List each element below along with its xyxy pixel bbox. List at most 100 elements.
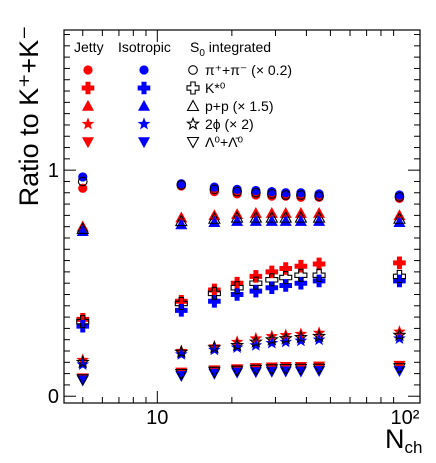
axis-ticks bbox=[64, 30, 420, 403]
point-kstar-jetty bbox=[279, 262, 293, 275]
point-lambda-isotropic bbox=[393, 366, 406, 378]
point-pi-integrated bbox=[280, 190, 291, 200]
point-phi-integrated bbox=[392, 327, 407, 342]
point-pi-integrated bbox=[176, 180, 187, 190]
point-kstar-jetty bbox=[230, 276, 244, 290]
x-tick-label-100: 10² bbox=[391, 407, 420, 429]
legend-header-integrated-suffix: integrated bbox=[205, 39, 271, 55]
point-kstar-isotropic bbox=[393, 274, 406, 288]
legend-label-proton: p+p (× 1.5) bbox=[205, 98, 274, 114]
point-kstar-isotropic bbox=[294, 276, 308, 290]
legend-marker-kstar-integrated bbox=[186, 81, 200, 95]
point-pi-isotropic bbox=[296, 188, 306, 198]
legend-header-integrated-main: S bbox=[190, 39, 199, 55]
legend-header-isotropic: Isotropic bbox=[118, 39, 171, 55]
point-lambda-integrated bbox=[207, 366, 221, 379]
point-phi-isotropic bbox=[208, 343, 221, 356]
data-markers bbox=[75, 172, 407, 387]
point-kstar-integrated bbox=[230, 281, 244, 295]
point-proton-integrated bbox=[393, 212, 406, 224]
point-proton-isotropic bbox=[249, 214, 262, 226]
legend-marker-phi-integrated bbox=[185, 116, 201, 130]
point-pi-integrated bbox=[77, 176, 88, 187]
legend-label-phi: 2ϕ (× 2) bbox=[205, 116, 254, 132]
point-pi-isotropic bbox=[281, 188, 291, 198]
legend-marker-lambda-isotropic bbox=[137, 137, 151, 149]
point-proton-isotropic bbox=[313, 214, 326, 226]
point-kstar-integrated bbox=[392, 269, 407, 283]
point-kstar-jetty bbox=[249, 270, 263, 283]
point-pi-isotropic bbox=[267, 187, 277, 197]
point-pi-integrated bbox=[209, 184, 220, 195]
point-kstar-integrated bbox=[265, 273, 279, 287]
point-phi-integrated bbox=[75, 354, 90, 369]
point-lambda-integrated bbox=[249, 364, 263, 377]
legend-label-lambda: Λ⁰+Λ̄⁰ bbox=[205, 134, 243, 150]
point-lambda-integrated bbox=[265, 364, 279, 376]
point-phi-integrated bbox=[264, 332, 279, 346]
point-pi-isotropic bbox=[251, 185, 261, 196]
legend-marker-lambda-integrated bbox=[186, 136, 200, 149]
x-axis-label: Nch bbox=[385, 424, 422, 457]
point-proton-integrated bbox=[230, 210, 244, 223]
point-kstar-integrated bbox=[312, 268, 326, 282]
legend-marker-proton-integrated bbox=[186, 99, 200, 112]
point-proton-isotropic bbox=[175, 218, 188, 230]
point-lambda-integrated bbox=[312, 363, 326, 376]
y-tick-label-0: 0 bbox=[48, 386, 59, 408]
legend-header-integrated: S0 integrated bbox=[190, 39, 271, 59]
point-proton-integrated bbox=[312, 210, 326, 223]
legend-marker-pi-integrated bbox=[188, 65, 198, 75]
legend-marker-lambda-jetty bbox=[81, 137, 95, 149]
legend: π⁺+π⁻ (× 0.2) K*⁰ p+p (× 1.5) 2ϕ (× 2) Λ⁰+Λ̄… bbox=[81, 62, 292, 150]
legend-marker-kstar-jetty bbox=[81, 81, 95, 95]
point-pi-jetty bbox=[78, 183, 88, 193]
y-tick-label-1: 1 bbox=[48, 160, 59, 182]
legend-label-kstar: K*⁰ bbox=[205, 80, 226, 96]
point-phi-integrated bbox=[278, 331, 293, 345]
point-pi-integrated bbox=[266, 189, 277, 199]
point-phi-isotropic bbox=[230, 340, 244, 354]
legend-marker-phi-isotropic bbox=[137, 117, 151, 130]
legend-marker-pi-isotropic bbox=[139, 65, 149, 75]
point-kstar-isotropic bbox=[208, 294, 221, 308]
legend-header-integrated-sub: 0 bbox=[199, 48, 205, 59]
point-pi-integrated bbox=[394, 191, 405, 202]
legend-marker-pi-jetty bbox=[83, 65, 93, 75]
x-axis-label-sub: ch bbox=[405, 438, 423, 457]
point-phi-integrated bbox=[248, 334, 263, 348]
point-kstar-integrated bbox=[207, 286, 221, 300]
point-proton-integrated bbox=[265, 210, 279, 223]
point-lambda-integrated bbox=[76, 374, 90, 386]
x-tick-label-10: 10 bbox=[146, 407, 168, 429]
point-kstar-jetty bbox=[312, 257, 326, 271]
legend-marker-proton-isotropic bbox=[137, 99, 151, 111]
point-kstar-integrated bbox=[279, 270, 293, 285]
point-pi-integrated bbox=[232, 186, 242, 197]
point-proton-integrated bbox=[279, 210, 293, 223]
point-proton-isotropic bbox=[294, 214, 307, 226]
point-phi-isotropic bbox=[76, 357, 90, 370]
point-proton-integrated bbox=[207, 212, 221, 224]
point-proton-integrated bbox=[249, 210, 263, 223]
point-proton-isotropic bbox=[393, 216, 406, 227]
point-proton-integrated bbox=[294, 210, 308, 223]
point-kstar-integrated bbox=[76, 315, 90, 329]
plot-frame bbox=[63, 29, 421, 404]
point-phi-integrated bbox=[293, 330, 308, 344]
point-proton-isotropic bbox=[208, 216, 221, 227]
point-lambda-integrated bbox=[279, 364, 293, 376]
point-proton-isotropic bbox=[279, 214, 292, 226]
point-kstar-isotropic bbox=[76, 319, 90, 333]
point-kstar-jetty bbox=[265, 265, 279, 279]
point-kstar-jetty bbox=[393, 256, 406, 270]
point-kstar-integrated bbox=[294, 268, 308, 282]
point-pi-integrated bbox=[296, 190, 306, 200]
point-kstar-jetty bbox=[294, 259, 308, 273]
point-kstar-jetty bbox=[208, 283, 221, 297]
point-pi-integrated bbox=[314, 191, 324, 202]
point-proton-isotropic bbox=[265, 214, 278, 226]
point-pi-isotropic bbox=[209, 182, 219, 192]
point-lambda-integrated bbox=[393, 363, 406, 375]
point-kstar-isotropic bbox=[279, 279, 293, 292]
